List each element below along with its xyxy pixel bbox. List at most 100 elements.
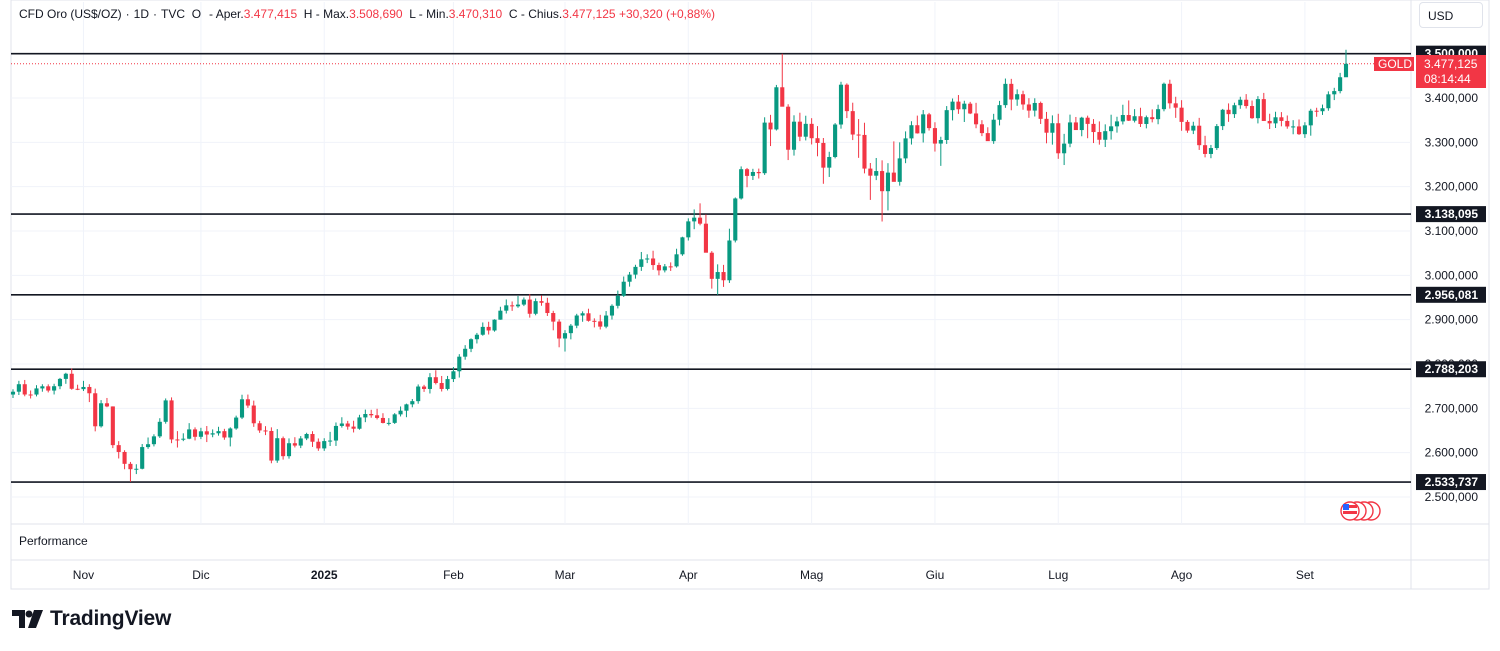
candle xyxy=(357,414,362,430)
candle-body xyxy=(756,171,761,174)
candle xyxy=(627,271,632,287)
candle-body xyxy=(1015,94,1020,100)
candle xyxy=(239,394,245,420)
candle-body xyxy=(686,221,691,238)
candle xyxy=(116,441,121,459)
candle-body xyxy=(1056,123,1061,154)
candle xyxy=(298,436,303,449)
candle xyxy=(1326,91,1331,111)
candle-body xyxy=(774,87,779,130)
candle xyxy=(1009,78,1014,111)
candle-body xyxy=(1003,83,1008,106)
candle-body xyxy=(709,252,714,279)
candle-body xyxy=(345,423,350,427)
legend-high-label: H xyxy=(303,7,313,21)
candle-body xyxy=(1032,102,1037,111)
candle-body xyxy=(1214,126,1219,149)
level-label-bg xyxy=(1416,206,1486,223)
candle xyxy=(1308,108,1313,136)
candle xyxy=(1179,100,1184,131)
candle-body xyxy=(445,379,450,389)
candle-body xyxy=(1296,126,1302,135)
tradingview-brand[interactable]: TradingView xyxy=(12,607,171,631)
candle xyxy=(87,384,92,403)
candle-body xyxy=(533,301,538,314)
legend-symbol[interactable]: CFD Oro (US$/OZ) xyxy=(19,7,122,21)
candle xyxy=(727,228,732,283)
candle xyxy=(69,368,74,390)
currency-button[interactable]: USD xyxy=(1419,2,1483,28)
candle-body xyxy=(1279,117,1284,121)
candle xyxy=(1203,135,1208,158)
candle xyxy=(1285,115,1290,129)
candle xyxy=(1320,104,1325,115)
us-flag-events-icon[interactable] xyxy=(1340,501,1381,521)
candle xyxy=(210,429,215,438)
candle-body xyxy=(750,171,755,176)
candle-body xyxy=(762,122,767,174)
last-price-tag[interactable]: GOLD 3.477,125 08:14:44 xyxy=(1374,55,1486,88)
candle-body xyxy=(1308,110,1313,126)
time-tick-label: Ago xyxy=(1171,568,1193,582)
candle xyxy=(1114,116,1120,133)
candle xyxy=(339,417,344,428)
bar-countdown: 08:14:44 xyxy=(1424,72,1471,86)
candle xyxy=(621,276,626,297)
candle xyxy=(1032,98,1037,117)
candle-body xyxy=(815,138,820,143)
candle xyxy=(1332,87,1337,101)
candle xyxy=(956,95,961,114)
candle xyxy=(1079,116,1084,137)
candle-body xyxy=(797,121,802,137)
candle xyxy=(521,297,526,307)
candle-body xyxy=(1238,99,1243,106)
candle-body xyxy=(1320,108,1325,112)
legend-change: +30,320 (+0,88%) xyxy=(618,7,716,21)
performance-label[interactable]: Performance xyxy=(19,534,88,548)
candle-body xyxy=(897,158,902,182)
candle-body xyxy=(275,438,280,461)
candle xyxy=(1296,119,1302,135)
candle xyxy=(733,197,738,243)
candle-body xyxy=(298,438,303,446)
candle xyxy=(862,122,867,174)
time-tick-label: Apr xyxy=(679,568,698,582)
candle-body xyxy=(357,417,362,429)
candle xyxy=(52,383,57,395)
candle-body xyxy=(1161,83,1167,110)
legend-interval: 1D xyxy=(133,7,150,21)
candle xyxy=(739,166,744,200)
candle-body xyxy=(239,399,245,418)
candle xyxy=(257,420,262,433)
candle-body xyxy=(480,326,485,335)
candle xyxy=(328,431,333,447)
legend-open-value: 3.477,415 xyxy=(243,7,298,21)
legend-close-value: 3.477,125 xyxy=(562,7,616,21)
candle xyxy=(1073,116,1078,131)
candle-body xyxy=(116,445,121,452)
candle xyxy=(439,375,444,392)
candle-body xyxy=(1267,120,1272,124)
candle-body xyxy=(69,373,74,389)
time-tick-label: Mar xyxy=(555,568,576,582)
candle xyxy=(668,262,673,271)
candle xyxy=(146,437,151,449)
candle xyxy=(1244,94,1249,109)
candle xyxy=(1267,113,1272,130)
candle-body xyxy=(874,171,879,176)
candle-body xyxy=(281,438,286,457)
candle-body xyxy=(515,304,521,307)
candle xyxy=(868,162,873,200)
candle xyxy=(780,53,785,107)
candle-body xyxy=(580,313,585,316)
candle-body xyxy=(768,122,773,130)
candle xyxy=(1314,107,1319,117)
candle xyxy=(1150,109,1155,123)
legend-low-prefix: Min. xyxy=(426,7,449,21)
candle xyxy=(821,137,826,184)
candle-body xyxy=(909,125,914,139)
candle-body xyxy=(468,339,474,349)
candle xyxy=(404,403,409,418)
candle xyxy=(932,122,937,152)
